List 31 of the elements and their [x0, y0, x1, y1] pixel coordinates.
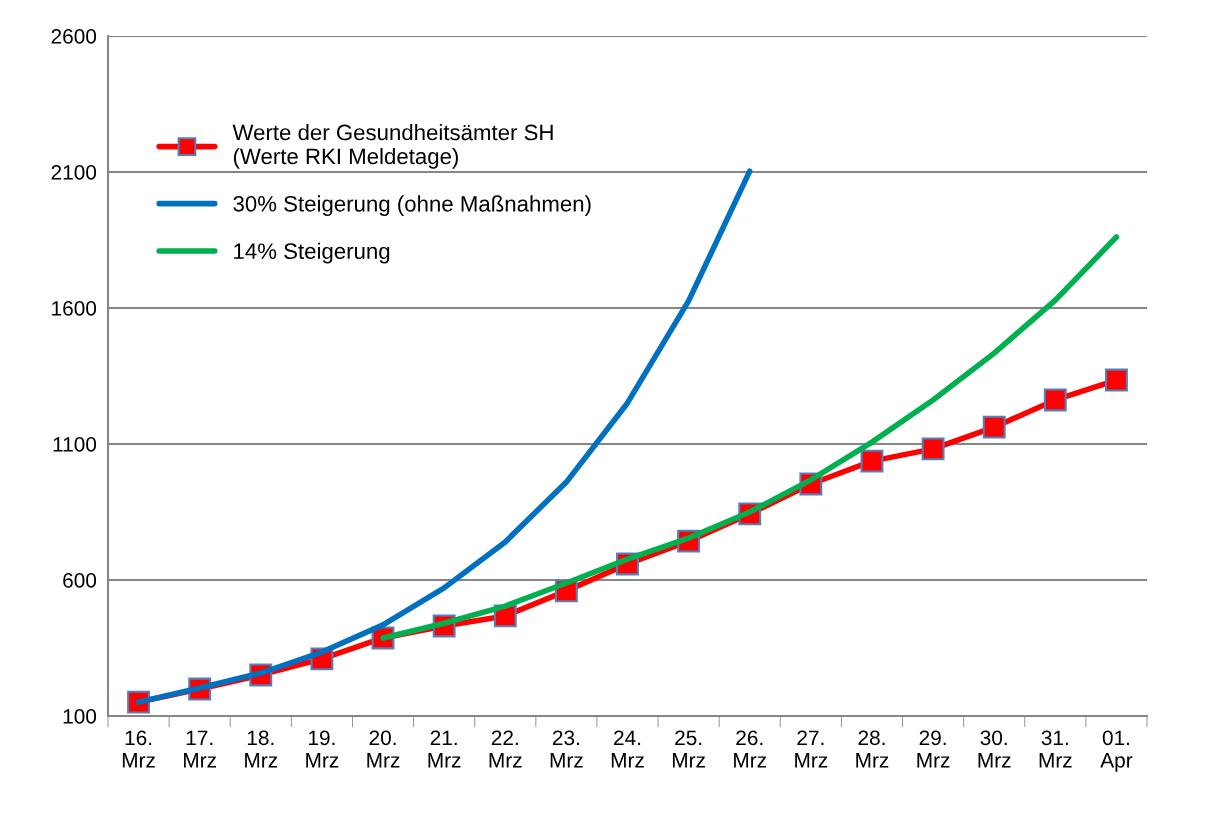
x-tick-label: 20. Mrz [367, 730, 400, 768]
x-tick-label: 19. Mrz [306, 730, 339, 768]
y-tick-label: 2100 [51, 165, 97, 180]
point [1043, 388, 1067, 412]
x-tick-label: 01. Apr [1100, 730, 1133, 772]
point [982, 415, 1006, 439]
x-tick-label: 28. Mrz [856, 730, 889, 768]
legend-label: Werte der Gesundheitsämter SH (Werte RKI Meldetage) [232, 124, 553, 169]
y-tick-label: 2600 [51, 29, 97, 44]
point [1104, 368, 1128, 392]
x-tick-label: 22. Mrz [489, 730, 522, 768]
y-tick-label: 100 [63, 709, 97, 724]
x-tick-label: 30. Mrz [978, 730, 1011, 768]
x-tick-label: 24. Mrz [611, 730, 644, 768]
y-tick-label: 1100 [53, 437, 97, 452]
x-tick-label: 23. Mrz [550, 730, 583, 768]
y-tick-label: 1600 [52, 301, 97, 316]
x-tick-label: 27. Mrz [795, 730, 828, 768]
x-tick-label: 31. Mrz [1039, 730, 1072, 768]
x-tick-label: 29. Mrz [917, 730, 950, 768]
x-tick-label: 17. Mrz [184, 730, 216, 768]
x-tick-label: 26. Mrz [734, 730, 767, 768]
legend-label: 14% Steigerung [234, 242, 390, 264]
point [860, 449, 884, 473]
x-tick-label: 21. Mrz [428, 730, 461, 768]
x-tick-label: 18. Mrz [245, 730, 278, 768]
x-tick-label: 16. Mrz [122, 730, 155, 768]
x-tick-label: 25. Mrz [672, 730, 705, 768]
y-tick-label: 600 [63, 573, 97, 588]
point [921, 437, 945, 461]
legend-label: 30% Steigerung (ohne Maßnahmen) [233, 195, 591, 217]
